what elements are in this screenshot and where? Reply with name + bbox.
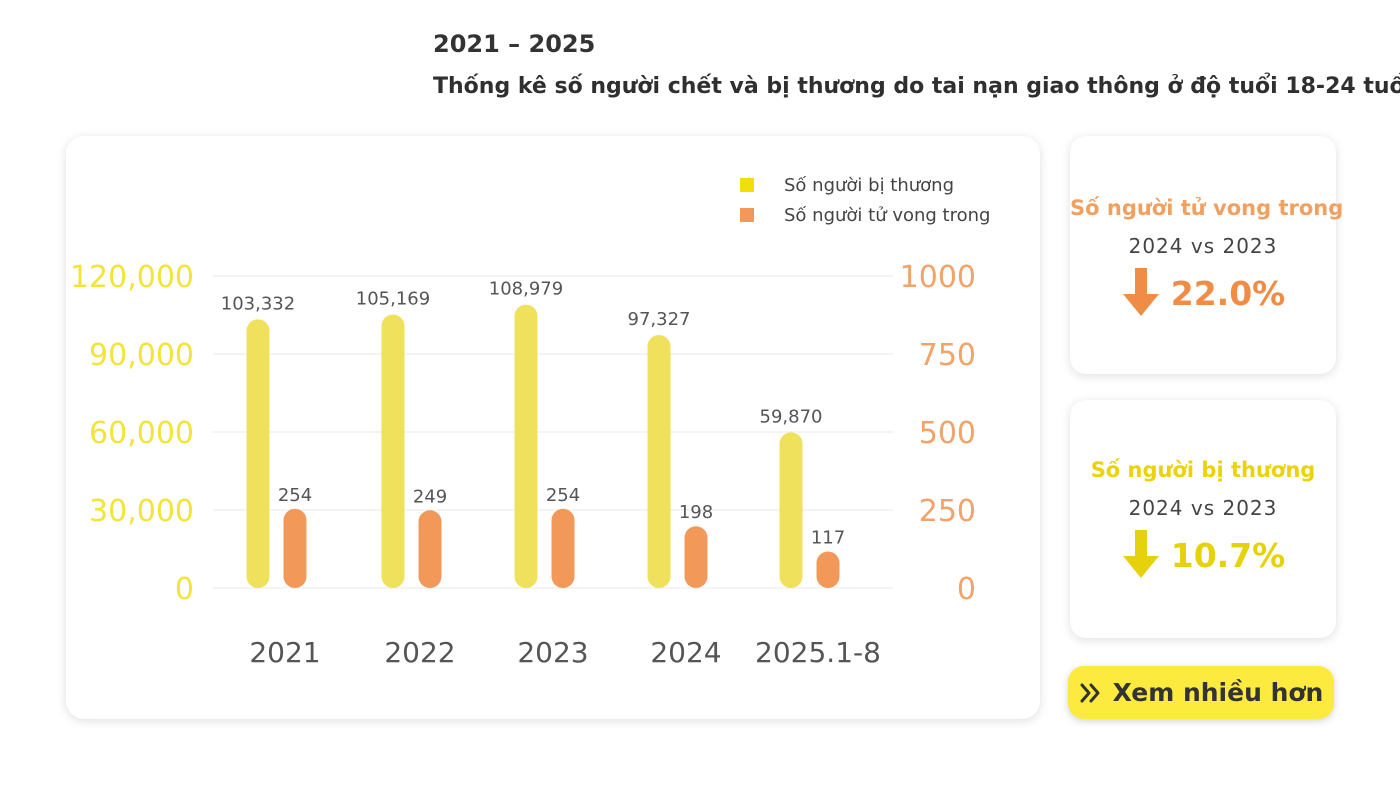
deaths-stat-percent: 22.0% <box>1170 273 1286 313</box>
deaths-data-label: 249 <box>413 486 447 507</box>
chart-card: 0 30,000 60,000 90,000 120,000 0 250 500 750 1000… <box>66 136 1040 719</box>
y-right-tick-label: 0 <box>957 572 976 607</box>
x-category-label: 2023 <box>517 636 588 669</box>
injured-data-label: 97,327 <box>628 309 691 330</box>
deaths-stat-change: 22.0% <box>1070 268 1336 318</box>
deaths-data-label: 254 <box>546 485 580 506</box>
years-heading: 2021 – 2025 <box>433 30 596 58</box>
deaths-bar <box>684 526 708 588</box>
x-category-label: 2022 <box>384 636 455 669</box>
y-right-tick-label: 1000 <box>900 260 976 295</box>
injured-data-label: 105,169 <box>356 289 430 310</box>
legend-swatch <box>740 208 754 222</box>
injured-data-label: 59,870 <box>760 406 823 427</box>
y-left-tick-label: 0 <box>175 572 194 607</box>
y-left-tick-label: 30,000 <box>89 494 194 529</box>
arrow-down-icon <box>1122 268 1159 316</box>
x-category-label: 2021 <box>249 636 320 669</box>
x-category-label: 2024 <box>650 636 721 669</box>
injured-stat-title: Số người bị thương <box>1090 458 1316 482</box>
x-category-label: 2025.1-8 <box>755 636 881 669</box>
injured-bar <box>381 314 405 588</box>
deaths-stat-title: Số người tử vong trong <box>1070 196 1344 220</box>
injured-stat-compare: 2024 vs 2023 <box>1128 496 1278 520</box>
y-left-tick-label: 60,000 <box>89 416 194 451</box>
injured-data-label: 103,332 <box>221 293 295 314</box>
y-left-tick-label: 120,000 <box>70 260 194 295</box>
deaths-bar <box>551 508 575 588</box>
arrow-down-icon <box>1122 530 1159 578</box>
deaths-data-label: 254 <box>278 485 312 506</box>
legend-label: Số người tử vong trong <box>784 205 990 226</box>
double-chevron-right-icon <box>1080 683 1100 702</box>
deaths-stat-card: Số người tử vong trong 2024 vs 2023 22.0… <box>1070 136 1344 374</box>
see-more-label: Xem nhiều hơn <box>1112 678 1324 707</box>
injured-bar <box>647 334 671 588</box>
y-right-tick-label: 750 <box>919 338 976 373</box>
injured-stat-change: 10.7% <box>1070 530 1336 580</box>
legend-label: Số người bị thương <box>784 175 954 196</box>
injured-bar <box>779 432 803 588</box>
chart-title: Thống kê số người chết và bị thương do t… <box>433 74 1400 99</box>
deaths-bar <box>283 508 307 588</box>
legend-swatch <box>740 178 754 192</box>
deaths-stat-compare: 2024 vs 2023 <box>1128 234 1278 258</box>
injured-data-label: 108,979 <box>489 279 563 300</box>
y-right-tick-label: 500 <box>919 416 976 451</box>
y-right-tick-label: 250 <box>919 494 976 529</box>
deaths-data-label: 198 <box>679 502 713 523</box>
see-more-button[interactable]: Xem nhiều hơn <box>1068 666 1334 719</box>
bar-chart: 0 30,000 60,000 90,000 120,000 0 250 500 750 1000… <box>70 175 991 669</box>
injured-bar <box>246 319 270 588</box>
deaths-bar <box>418 510 442 588</box>
y-left-tick-label: 90,000 <box>89 338 194 373</box>
injured-stat-card: Số người bị thương 2024 vs 2023 10.7% <box>1070 400 1336 638</box>
deaths-bar <box>816 551 840 588</box>
injured-stat-percent: 10.7% <box>1170 535 1286 575</box>
deaths-data-label: 117 <box>811 527 845 548</box>
injured-bar <box>514 304 538 588</box>
